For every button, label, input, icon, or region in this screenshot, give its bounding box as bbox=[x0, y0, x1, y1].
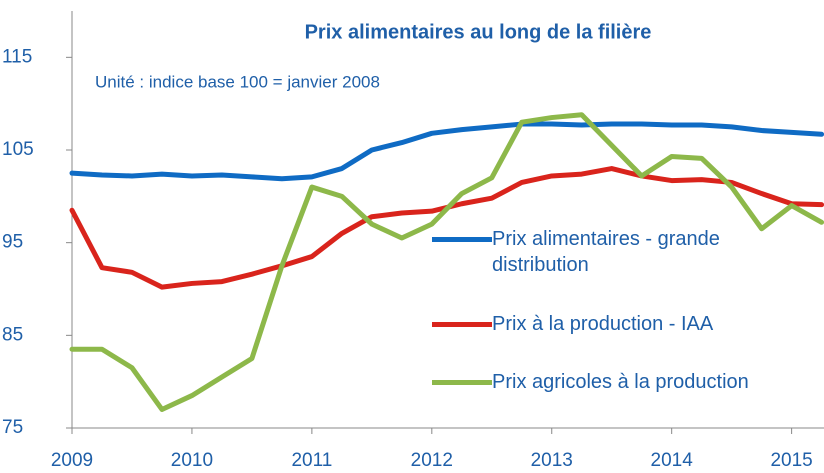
legend-item: Prix alimentaires - grande distribution bbox=[432, 226, 817, 278]
x-tick-label: 2010 bbox=[171, 450, 213, 471]
legend-label: Prix à la production - IAA bbox=[492, 313, 714, 335]
y-tick-label: 85 bbox=[2, 324, 23, 345]
legend-swatch bbox=[432, 237, 492, 242]
legend-swatch bbox=[432, 322, 492, 327]
chart-subtitle: Unité : indice base 100 = janvier 2008 bbox=[95, 72, 380, 91]
legend-swatch bbox=[432, 380, 492, 385]
x-tick-label: 2015 bbox=[770, 450, 812, 471]
legend-label: Prix agricoles à la production bbox=[492, 371, 749, 393]
series-line bbox=[69, 112, 824, 412]
y-tick-label: 95 bbox=[2, 232, 23, 253]
series-line bbox=[69, 121, 824, 182]
y-tick-label: 75 bbox=[2, 417, 23, 438]
x-tick-label: 2012 bbox=[411, 450, 453, 471]
x-tick-label: 2014 bbox=[651, 450, 694, 471]
legend-item: Prix à la production - IAA bbox=[432, 311, 817, 337]
y-tick-label: 115 bbox=[2, 46, 32, 67]
y-tick-label: 105 bbox=[2, 139, 34, 160]
x-tick-label: 2013 bbox=[531, 450, 573, 471]
x-tick-label: 2011 bbox=[291, 450, 332, 471]
chart-title: Prix alimentaires au long de la filière bbox=[305, 21, 652, 43]
x-tick-label: 2009 bbox=[51, 450, 93, 471]
legend-item: Prix agricoles à la production bbox=[432, 369, 817, 395]
legend-label: Prix alimentaires - grande distribution bbox=[492, 228, 720, 276]
